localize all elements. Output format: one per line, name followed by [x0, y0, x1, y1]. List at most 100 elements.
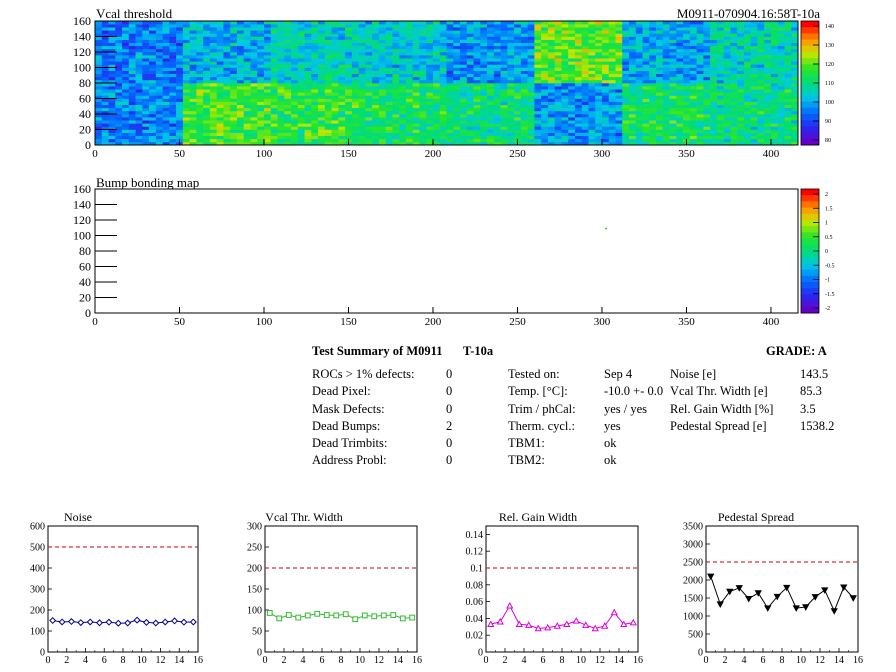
vcal-cell	[595, 104, 603, 109]
vcal-cell	[662, 98, 670, 102]
vcal-cell	[493, 67, 501, 71]
vcal-cell	[149, 73, 157, 78]
vcal-cell	[135, 83, 143, 87]
vcal-cell	[730, 42, 738, 47]
vcal-cell	[270, 104, 278, 109]
vcal-cell	[615, 117, 623, 121]
vcal-cell	[426, 58, 434, 62]
vcal-cell	[595, 117, 603, 121]
vcal-cell	[723, 64, 731, 68]
vcal-cell	[108, 79, 116, 84]
vcal-cell	[777, 132, 785, 136]
data-point	[304, 612, 311, 619]
data-point	[399, 615, 406, 622]
vcal-cell	[304, 70, 312, 74]
vcal-cell	[385, 132, 393, 136]
vcal-cell	[345, 101, 353, 105]
vcal-cell	[757, 24, 765, 28]
vcal-cell	[142, 129, 150, 133]
data-point	[314, 610, 321, 617]
vcal-cell	[777, 79, 785, 84]
vcal-cell	[520, 83, 528, 87]
vcal-cell	[142, 48, 150, 53]
vcal-cell	[439, 52, 447, 56]
vcal-cell	[155, 73, 163, 78]
vcal-cell	[263, 86, 272, 90]
vcal-cell	[142, 101, 150, 105]
vcal-cell	[622, 138, 630, 143]
vcal-cell	[297, 101, 305, 105]
vcal-cell	[710, 92, 718, 96]
vcal-cell	[291, 95, 299, 99]
vcal-cell	[338, 45, 346, 50]
vcal-cell	[710, 58, 718, 62]
vcal-cell	[196, 73, 204, 78]
vcal-cell	[520, 114, 528, 118]
vcal-cell	[142, 42, 150, 47]
vcal-cell	[615, 107, 623, 112]
vcal-cell	[149, 79, 157, 84]
vcal-cell	[196, 114, 204, 118]
vcal-cell	[426, 27, 434, 31]
vcal-cell	[547, 52, 555, 56]
vcal-cell	[277, 117, 285, 121]
vcal-cell	[155, 79, 163, 84]
vcal-cell	[358, 58, 366, 62]
vcal-cell	[243, 36, 251, 40]
vcal-cell	[101, 70, 109, 74]
vcal-cell	[629, 79, 637, 84]
vcal-cell	[622, 39, 630, 43]
vcal-cell	[284, 83, 292, 87]
vcal-cell	[257, 27, 265, 31]
y-tick-label: 0	[257, 648, 262, 659]
vcal-cell	[683, 120, 691, 124]
vcal-cell	[710, 114, 718, 118]
vcal-cell	[716, 33, 724, 37]
vcal-cell	[331, 95, 339, 99]
vcal-cell	[696, 101, 704, 105]
vcal-cell	[622, 52, 630, 56]
vcal-cell	[764, 129, 772, 133]
vcal-cell	[649, 61, 657, 65]
vcal-cell	[338, 79, 346, 84]
vcal-cell	[243, 27, 251, 31]
vcal-cell	[122, 30, 130, 34]
vcal-cell	[649, 33, 657, 37]
vcal-cell	[203, 24, 211, 28]
vcal-cell	[236, 52, 245, 56]
data-point	[295, 614, 302, 621]
vcal-cell	[338, 120, 346, 124]
vcal-cell	[243, 52, 251, 56]
vcal-cell	[115, 98, 123, 102]
vcal-cell	[453, 135, 461, 140]
vcal-cell	[514, 21, 522, 25]
vcal-cell	[608, 98, 616, 102]
vcal-cell	[541, 45, 549, 50]
vcal-cell	[405, 27, 413, 31]
vcal-cell	[460, 101, 468, 105]
vcal-cell	[176, 123, 184, 127]
vcal-cell	[216, 73, 224, 78]
vcal-cell	[236, 70, 245, 74]
vcal-cell	[534, 83, 542, 87]
vcal-cell	[730, 39, 738, 43]
vcal-cell	[676, 107, 684, 112]
vcal-cell	[629, 86, 637, 90]
vcal-cell	[311, 135, 319, 140]
vcal-cell	[365, 129, 373, 133]
vcal-cell	[507, 138, 515, 143]
vcal-cell	[223, 52, 231, 56]
vcal-cell	[770, 24, 779, 28]
vcal-cell	[554, 73, 562, 78]
vcal-cell	[770, 76, 779, 81]
vcal-cell	[703, 24, 711, 28]
bump-marked-pixels	[605, 227, 607, 230]
vcal-cell	[784, 110, 792, 115]
vcal-cell	[270, 101, 278, 105]
vcal-cell	[358, 83, 366, 87]
vcal-cell	[656, 58, 664, 62]
vcal-cell	[324, 101, 332, 105]
vcal-cell	[588, 86, 596, 90]
vcal-cell	[122, 117, 130, 121]
vcal-cell	[493, 107, 501, 112]
